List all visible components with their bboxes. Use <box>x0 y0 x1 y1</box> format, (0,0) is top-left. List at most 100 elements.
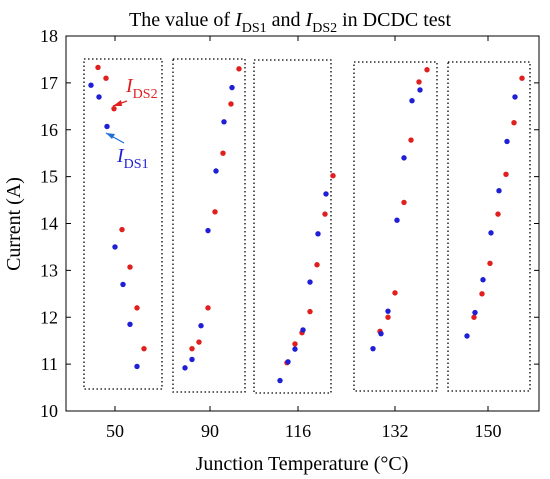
ids2-point <box>103 75 109 81</box>
y-tick-label: 11 <box>41 354 58 374</box>
annotation-ds2-main: I <box>125 75 134 97</box>
ids2-point <box>292 341 298 347</box>
annotation-ds2-label: IDS2 <box>125 75 158 102</box>
ids2-point <box>307 308 313 315</box>
ids2-point <box>189 345 195 352</box>
y-tick-label: 14 <box>40 214 58 234</box>
ids2-point <box>487 260 493 267</box>
title-var2-sub: DS2 <box>312 21 337 36</box>
y-axis-label: Current (A) <box>3 177 25 271</box>
title-mid: and <box>267 9 306 31</box>
temperature-group-box <box>253 59 332 394</box>
x-tick-label: 90 <box>201 421 219 441</box>
ids1-point <box>104 123 110 130</box>
ids2-point <box>236 66 242 72</box>
ids2-point <box>495 211 501 217</box>
annotation-ds1-main: I <box>116 145 125 167</box>
ids2-point <box>212 209 218 215</box>
ids2-point <box>392 290 398 296</box>
ids2-point <box>228 101 234 107</box>
title-var2: I <box>305 9 314 31</box>
data-points <box>88 64 525 384</box>
ids2-point <box>196 339 202 345</box>
temperature-group-box <box>447 61 531 392</box>
x-tick-label: 150 <box>475 421 502 441</box>
ids1-point <box>394 217 400 223</box>
ids1-point <box>504 138 510 145</box>
ids1-point <box>464 333 470 339</box>
y-axis-ticks: 10 11 12 13 14 15 16 17 18 <box>40 26 539 421</box>
ids2-point <box>385 314 391 320</box>
ids1-point <box>285 359 291 365</box>
ids1-point <box>300 327 306 333</box>
ids1-point <box>370 345 376 352</box>
title-prefix: The value of <box>129 9 235 31</box>
ids2-point <box>479 291 485 297</box>
temperature-group-box <box>353 61 438 392</box>
ids1-point <box>488 230 494 236</box>
ids1-point <box>323 191 329 197</box>
title-suffix: in DCDC test <box>337 9 451 31</box>
ids1-point <box>401 155 407 161</box>
ids1-point <box>221 119 227 125</box>
annotation-ds1-arrowhead <box>106 133 115 139</box>
ids2-point <box>401 199 407 206</box>
ids1-point <box>417 87 423 93</box>
ids1-point <box>315 231 321 237</box>
temperature-group-boxes <box>83 58 531 394</box>
ids2-point <box>141 345 147 352</box>
x-tick-label: 50 <box>106 421 124 441</box>
title-var1: I <box>234 9 243 31</box>
temperature-group-box <box>172 58 246 393</box>
ids2-point <box>408 137 414 143</box>
ids1-point <box>277 377 283 384</box>
ids2-point <box>111 105 117 112</box>
annotation-ds2-sub: DS2 <box>133 87 158 102</box>
x-axis-ticks: 50 90 116 132 150 <box>106 36 502 441</box>
ids1-point <box>409 97 415 104</box>
ids1-point <box>512 94 518 100</box>
ids2-point <box>220 150 226 156</box>
ids2-point <box>119 226 125 233</box>
annotation-ds1: IDS1 <box>105 132 149 172</box>
ids1-point <box>182 365 188 371</box>
ids1-point <box>120 281 126 288</box>
annotation-ds2: IDS2 <box>112 75 158 107</box>
ids1-point <box>96 94 102 100</box>
x-tick-label: 132 <box>382 421 409 441</box>
ids2-point <box>511 120 517 126</box>
ids1-point <box>307 279 313 285</box>
ids1-point <box>127 321 133 327</box>
ids2-point <box>205 305 211 311</box>
x-tick-label: 116 <box>285 421 311 441</box>
annotation-ds2-arrowhead <box>113 100 122 106</box>
ids2-point <box>95 64 101 71</box>
ids1-point <box>112 244 118 250</box>
y-tick-label: 15 <box>40 167 58 187</box>
ids1-point <box>378 330 384 337</box>
ids1-point <box>292 346 298 352</box>
ids1-point <box>88 82 94 88</box>
ids2-point <box>424 67 430 73</box>
ids1-point <box>480 277 486 283</box>
ids1-point <box>496 187 502 194</box>
ids2-point <box>330 172 336 179</box>
ids1-point <box>385 308 391 314</box>
ids2-point <box>322 211 328 217</box>
ids2-point <box>471 314 477 320</box>
ids1-point <box>213 168 219 174</box>
annotation-ds1-sub: DS1 <box>124 157 149 172</box>
ids2-point <box>503 171 509 177</box>
ids2-point <box>314 262 320 268</box>
ids2-point <box>519 75 525 81</box>
ids1-point <box>134 363 140 370</box>
y-tick-label: 12 <box>40 307 58 327</box>
ids1-point <box>189 356 195 363</box>
annotation-ds1-label: IDS1 <box>116 145 149 172</box>
x-axis-label: Junction Temperature (°C) <box>196 453 409 475</box>
title-var1-sub: DS1 <box>242 21 267 36</box>
y-tick-label: 10 <box>40 401 58 421</box>
ids1-point <box>229 84 235 91</box>
